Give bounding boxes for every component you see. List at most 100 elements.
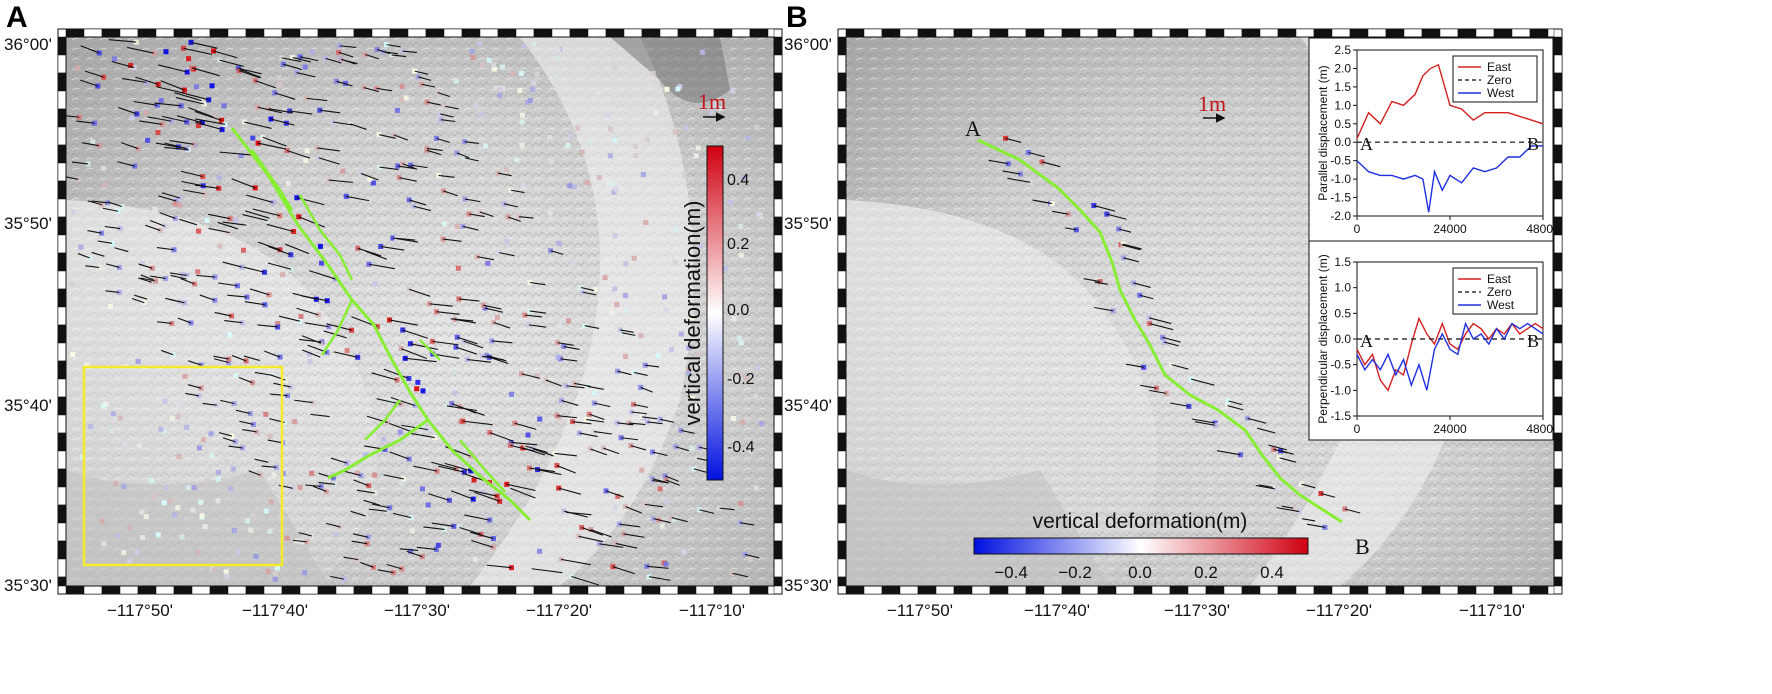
frame-segment bbox=[1313, 585, 1333, 595]
displacement-vector bbox=[464, 157, 479, 162]
displacement-vector bbox=[80, 79, 98, 87]
frame-segment bbox=[837, 558, 847, 578]
deformation-point bbox=[200, 437, 206, 443]
frame-segment bbox=[837, 270, 847, 290]
deformation-point bbox=[344, 348, 350, 354]
frame-segment bbox=[837, 72, 847, 92]
colorbar-a-title: vertical deformation(m) bbox=[680, 201, 705, 426]
displacement-vector bbox=[438, 465, 465, 473]
displacement-vector bbox=[615, 542, 638, 549]
displacement-vector bbox=[1083, 278, 1101, 283]
displacement-vector bbox=[571, 575, 600, 586]
frame-segment bbox=[605, 585, 625, 595]
deformation-point bbox=[525, 99, 531, 105]
deformation-point bbox=[663, 561, 669, 567]
displacement-vector bbox=[243, 266, 265, 273]
displacement-vector bbox=[294, 399, 313, 404]
colorbar-a-tick: 0.0 bbox=[727, 302, 749, 319]
deformation-point bbox=[175, 399, 181, 405]
rupture-branch bbox=[298, 194, 354, 281]
perpendicular-displacement-chart: 1.5 1.0 0.5 0.0 -0.5 -1.0 -1.50 24000 48000 Perpe… bbox=[1316, 254, 1560, 436]
lat-label: 36°00' bbox=[4, 35, 52, 54]
deformation-point bbox=[534, 71, 540, 77]
frame-segment bbox=[1187, 28, 1207, 38]
displacement-vector bbox=[318, 481, 336, 485]
deformation-point bbox=[204, 217, 210, 223]
frame-segment bbox=[773, 396, 783, 416]
deformation-point bbox=[693, 153, 699, 159]
colorbar-b-tick: 0.0 bbox=[1128, 563, 1152, 582]
frame-segment bbox=[119, 28, 139, 38]
frame-segment bbox=[773, 558, 783, 578]
deformation-point bbox=[694, 404, 700, 410]
panel-a-letter: A bbox=[6, 1, 28, 34]
frame-segment bbox=[407, 585, 427, 595]
frame-segment bbox=[1547, 585, 1555, 595]
y-tick-label: 1.5 bbox=[1334, 255, 1351, 269]
deformation-point bbox=[233, 217, 239, 223]
frame-segment bbox=[371, 28, 391, 38]
deformation-point bbox=[659, 523, 665, 529]
deformation-point bbox=[307, 358, 313, 364]
lon-label: −117°40' bbox=[242, 601, 308, 620]
deformation-point bbox=[139, 261, 145, 267]
deformation-point bbox=[217, 243, 223, 249]
displacement-vector bbox=[214, 311, 232, 317]
displacement-vector bbox=[531, 568, 563, 574]
lat-label: 35°50' bbox=[784, 214, 832, 233]
deformation-point bbox=[161, 500, 167, 506]
frame-segment bbox=[837, 450, 847, 470]
deformation-point bbox=[632, 143, 638, 149]
deformation-point bbox=[195, 549, 201, 555]
displacement-vector bbox=[1164, 341, 1179, 347]
frame-segment bbox=[773, 522, 783, 542]
displacement-vector bbox=[194, 184, 219, 189]
deformation-point bbox=[493, 85, 499, 91]
colorbar-a-tick: 0.2 bbox=[727, 236, 749, 253]
lon-label: −117°30' bbox=[384, 601, 450, 620]
displacement-vector bbox=[330, 457, 347, 464]
x-tick-label: 24000 bbox=[1433, 222, 1467, 236]
displacement-vector bbox=[1320, 492, 1336, 498]
deformation-point bbox=[184, 416, 190, 422]
frame-segment bbox=[837, 234, 847, 254]
displacement-vector bbox=[396, 238, 419, 243]
displacement-vector bbox=[254, 371, 273, 376]
deformation-point bbox=[592, 286, 598, 292]
deformation-point bbox=[605, 180, 611, 186]
y-tick-label: 0.5 bbox=[1334, 117, 1351, 131]
deformation-point bbox=[607, 153, 613, 159]
frame-segment bbox=[1553, 486, 1563, 506]
displacement-vector bbox=[242, 214, 268, 222]
frame-segment bbox=[57, 72, 67, 92]
displacement-vector bbox=[581, 526, 604, 536]
deformation-point bbox=[408, 548, 414, 554]
displacement-vector bbox=[621, 332, 636, 336]
deformation-point bbox=[267, 434, 273, 440]
displacement-vector bbox=[621, 437, 639, 441]
deformation-point bbox=[238, 153, 244, 159]
displacement-vector bbox=[302, 349, 321, 358]
displacement-vector bbox=[1106, 213, 1127, 220]
deformation-point bbox=[275, 320, 281, 326]
deformation-point bbox=[696, 351, 702, 357]
displacement-vector bbox=[85, 265, 100, 268]
deformation-point bbox=[191, 484, 197, 490]
frame-segment bbox=[837, 216, 847, 236]
y-axis-label: Perpendicular displacement (m) bbox=[1316, 254, 1330, 423]
deformation-point bbox=[394, 107, 400, 113]
deformation-point bbox=[186, 485, 192, 491]
deformation-point bbox=[470, 54, 476, 60]
legend-entry: West bbox=[1487, 298, 1515, 312]
frame-segment bbox=[837, 288, 847, 308]
deformation-point bbox=[745, 135, 751, 141]
displacement-vector bbox=[529, 324, 547, 328]
deformation-point bbox=[442, 221, 448, 227]
frame-segment bbox=[173, 28, 193, 38]
deformation-point bbox=[220, 463, 226, 469]
y-axis-label: Parallel displacement (m) bbox=[1316, 65, 1330, 200]
displacement-vector bbox=[558, 487, 581, 495]
frame-segment bbox=[1061, 28, 1081, 38]
x-tick-label: 0 bbox=[1354, 222, 1361, 236]
displacement-vector bbox=[131, 297, 145, 304]
